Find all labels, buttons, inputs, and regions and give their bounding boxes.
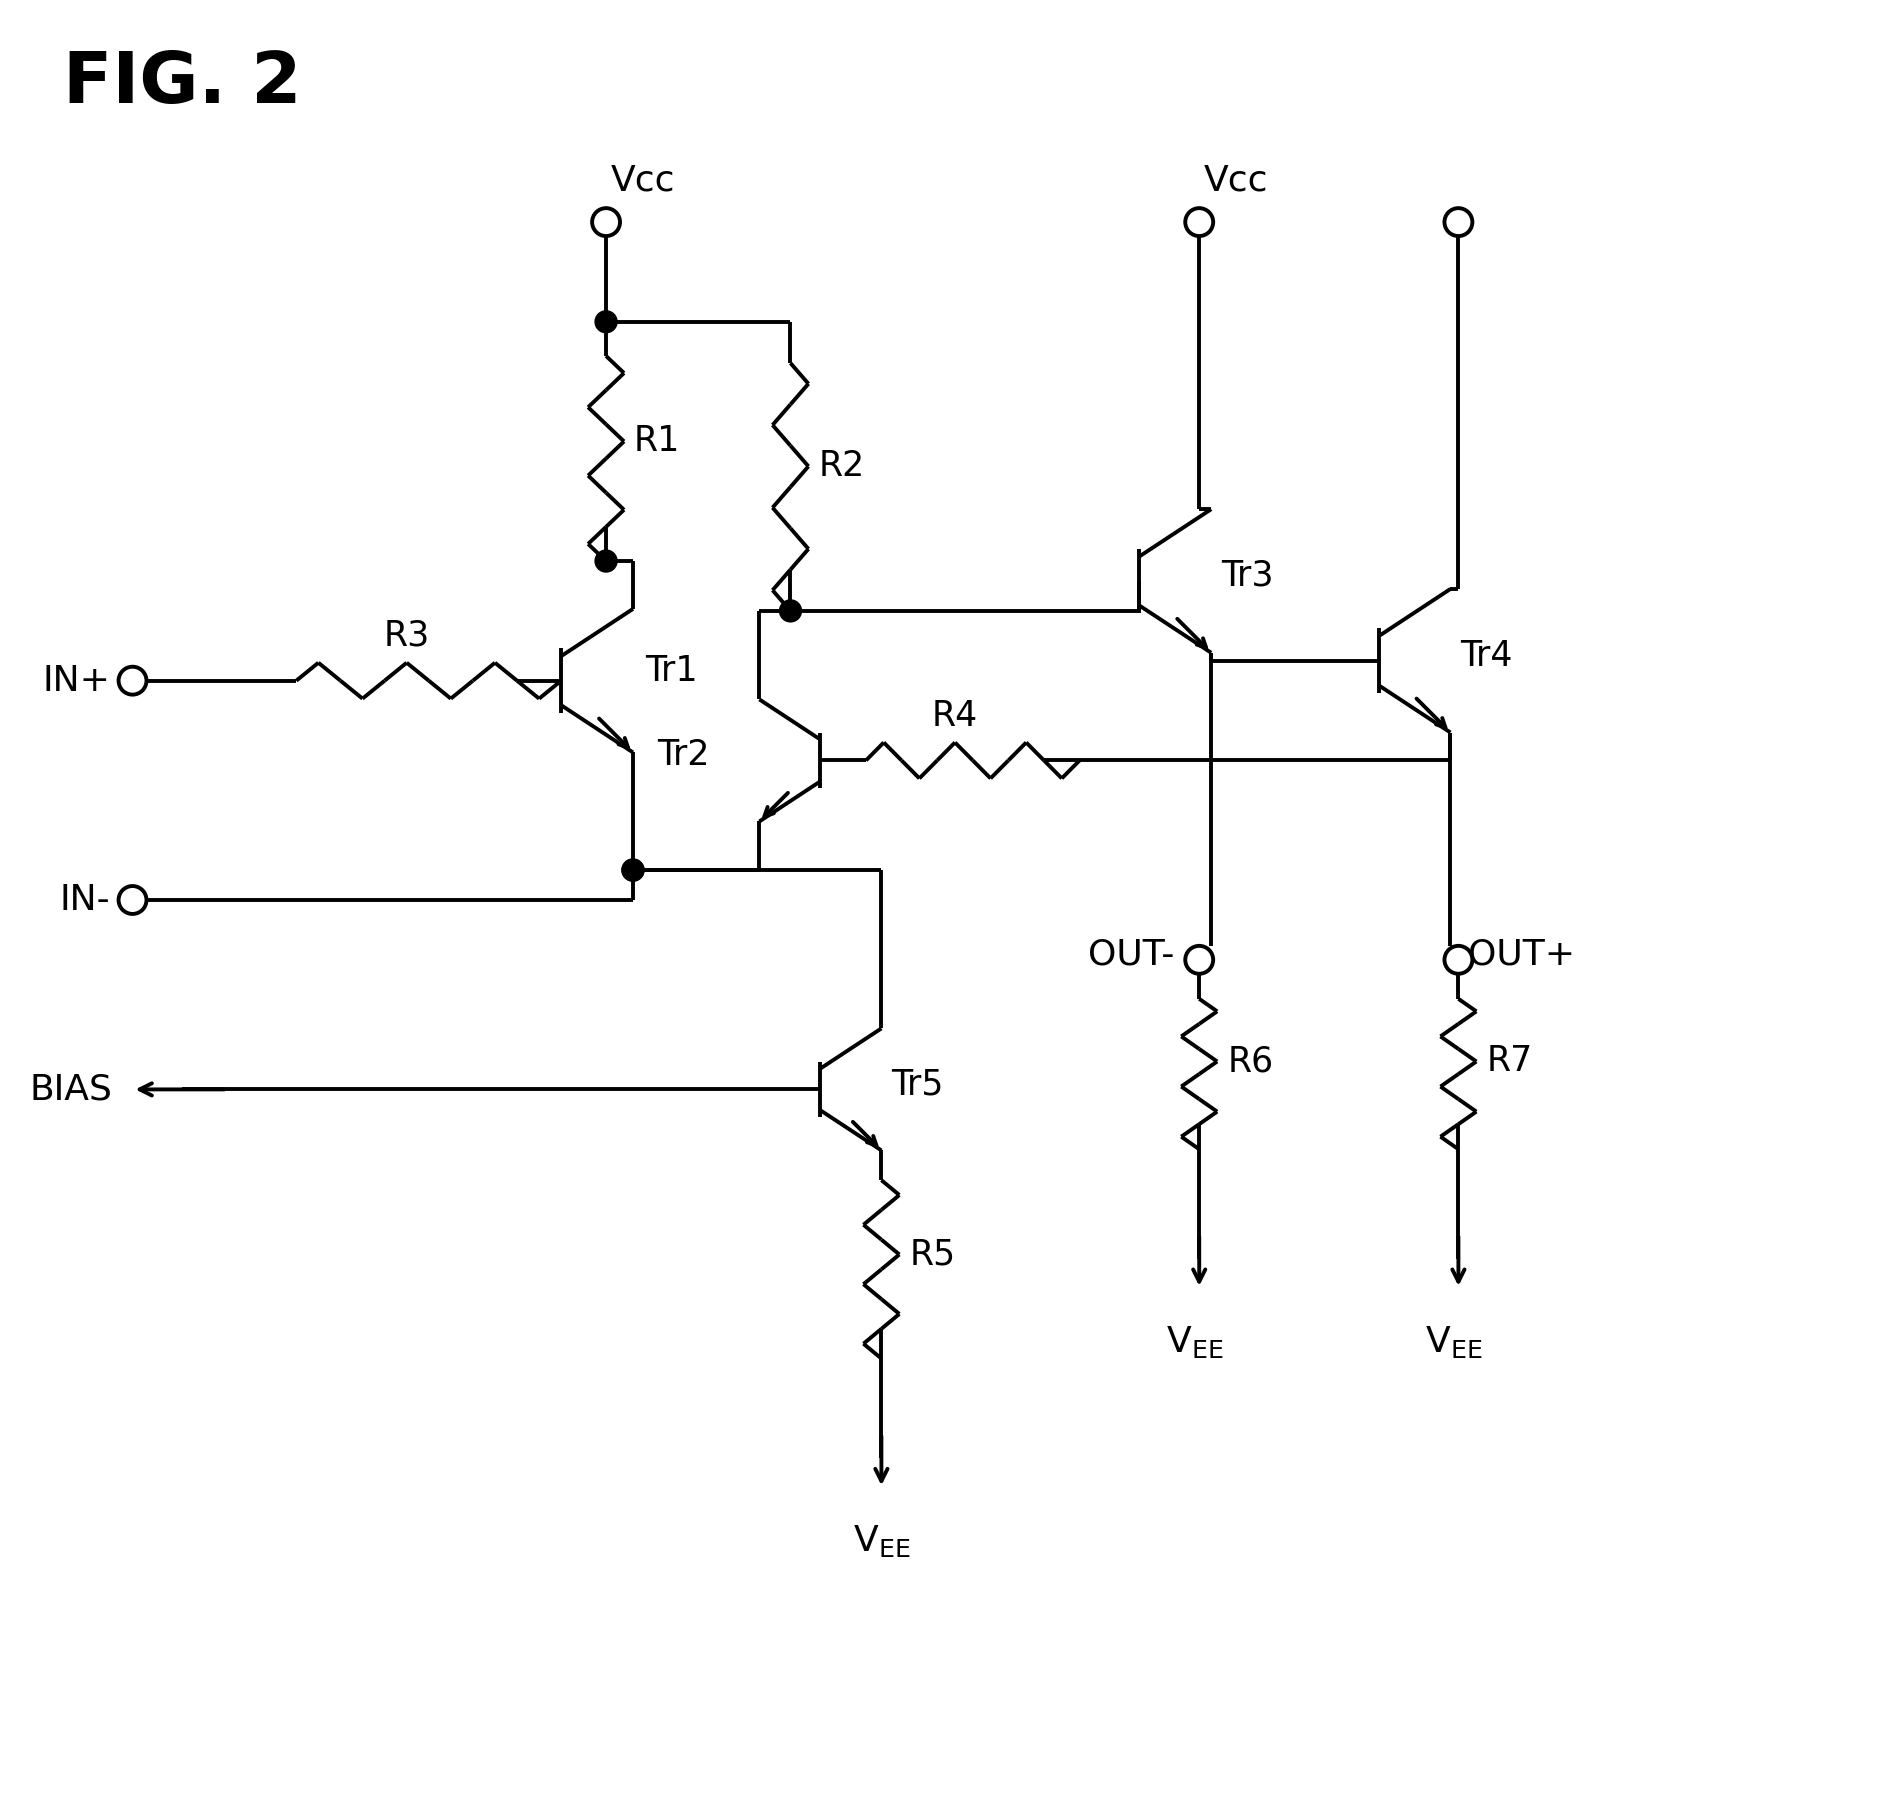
Text: Tr1: Tr1: [645, 654, 698, 688]
Circle shape: [1445, 946, 1473, 973]
Text: Tr3: Tr3: [1221, 559, 1274, 593]
Text: OUT+: OUT+: [1468, 938, 1576, 972]
Circle shape: [1445, 208, 1473, 235]
Text: R7: R7: [1486, 1045, 1532, 1078]
Text: V$_{\mathregular{EE}}$: V$_{\mathregular{EE}}$: [853, 1523, 910, 1559]
Text: R6: R6: [1227, 1045, 1274, 1078]
Text: V$_{\mathregular{EE}}$: V$_{\mathregular{EE}}$: [1424, 1324, 1483, 1360]
Text: R3: R3: [383, 620, 430, 652]
Text: Tr5: Tr5: [891, 1067, 944, 1101]
Text: R5: R5: [910, 1237, 956, 1272]
Circle shape: [1185, 946, 1213, 973]
Circle shape: [622, 858, 645, 882]
Text: IN+: IN+: [42, 665, 110, 697]
Text: IN-: IN-: [61, 884, 110, 918]
Text: R4: R4: [931, 699, 978, 733]
Circle shape: [595, 311, 616, 332]
Text: BIAS: BIAS: [30, 1072, 112, 1106]
Text: OUT-: OUT-: [1088, 938, 1174, 972]
Circle shape: [119, 666, 146, 695]
Circle shape: [592, 208, 620, 235]
Circle shape: [622, 858, 645, 882]
Circle shape: [779, 600, 802, 621]
Text: Vcc: Vcc: [1204, 163, 1268, 198]
Circle shape: [1185, 208, 1213, 235]
Circle shape: [119, 885, 146, 914]
Circle shape: [595, 550, 616, 571]
Text: Tr2: Tr2: [658, 738, 709, 772]
Text: Tr4: Tr4: [1460, 639, 1513, 674]
Text: FIG. 2: FIG. 2: [63, 50, 301, 119]
Text: Vcc: Vcc: [611, 163, 675, 198]
Text: R1: R1: [633, 424, 681, 458]
Text: R2: R2: [819, 449, 865, 483]
Text: V$_{\mathregular{EE}}$: V$_{\mathregular{EE}}$: [1166, 1324, 1223, 1360]
